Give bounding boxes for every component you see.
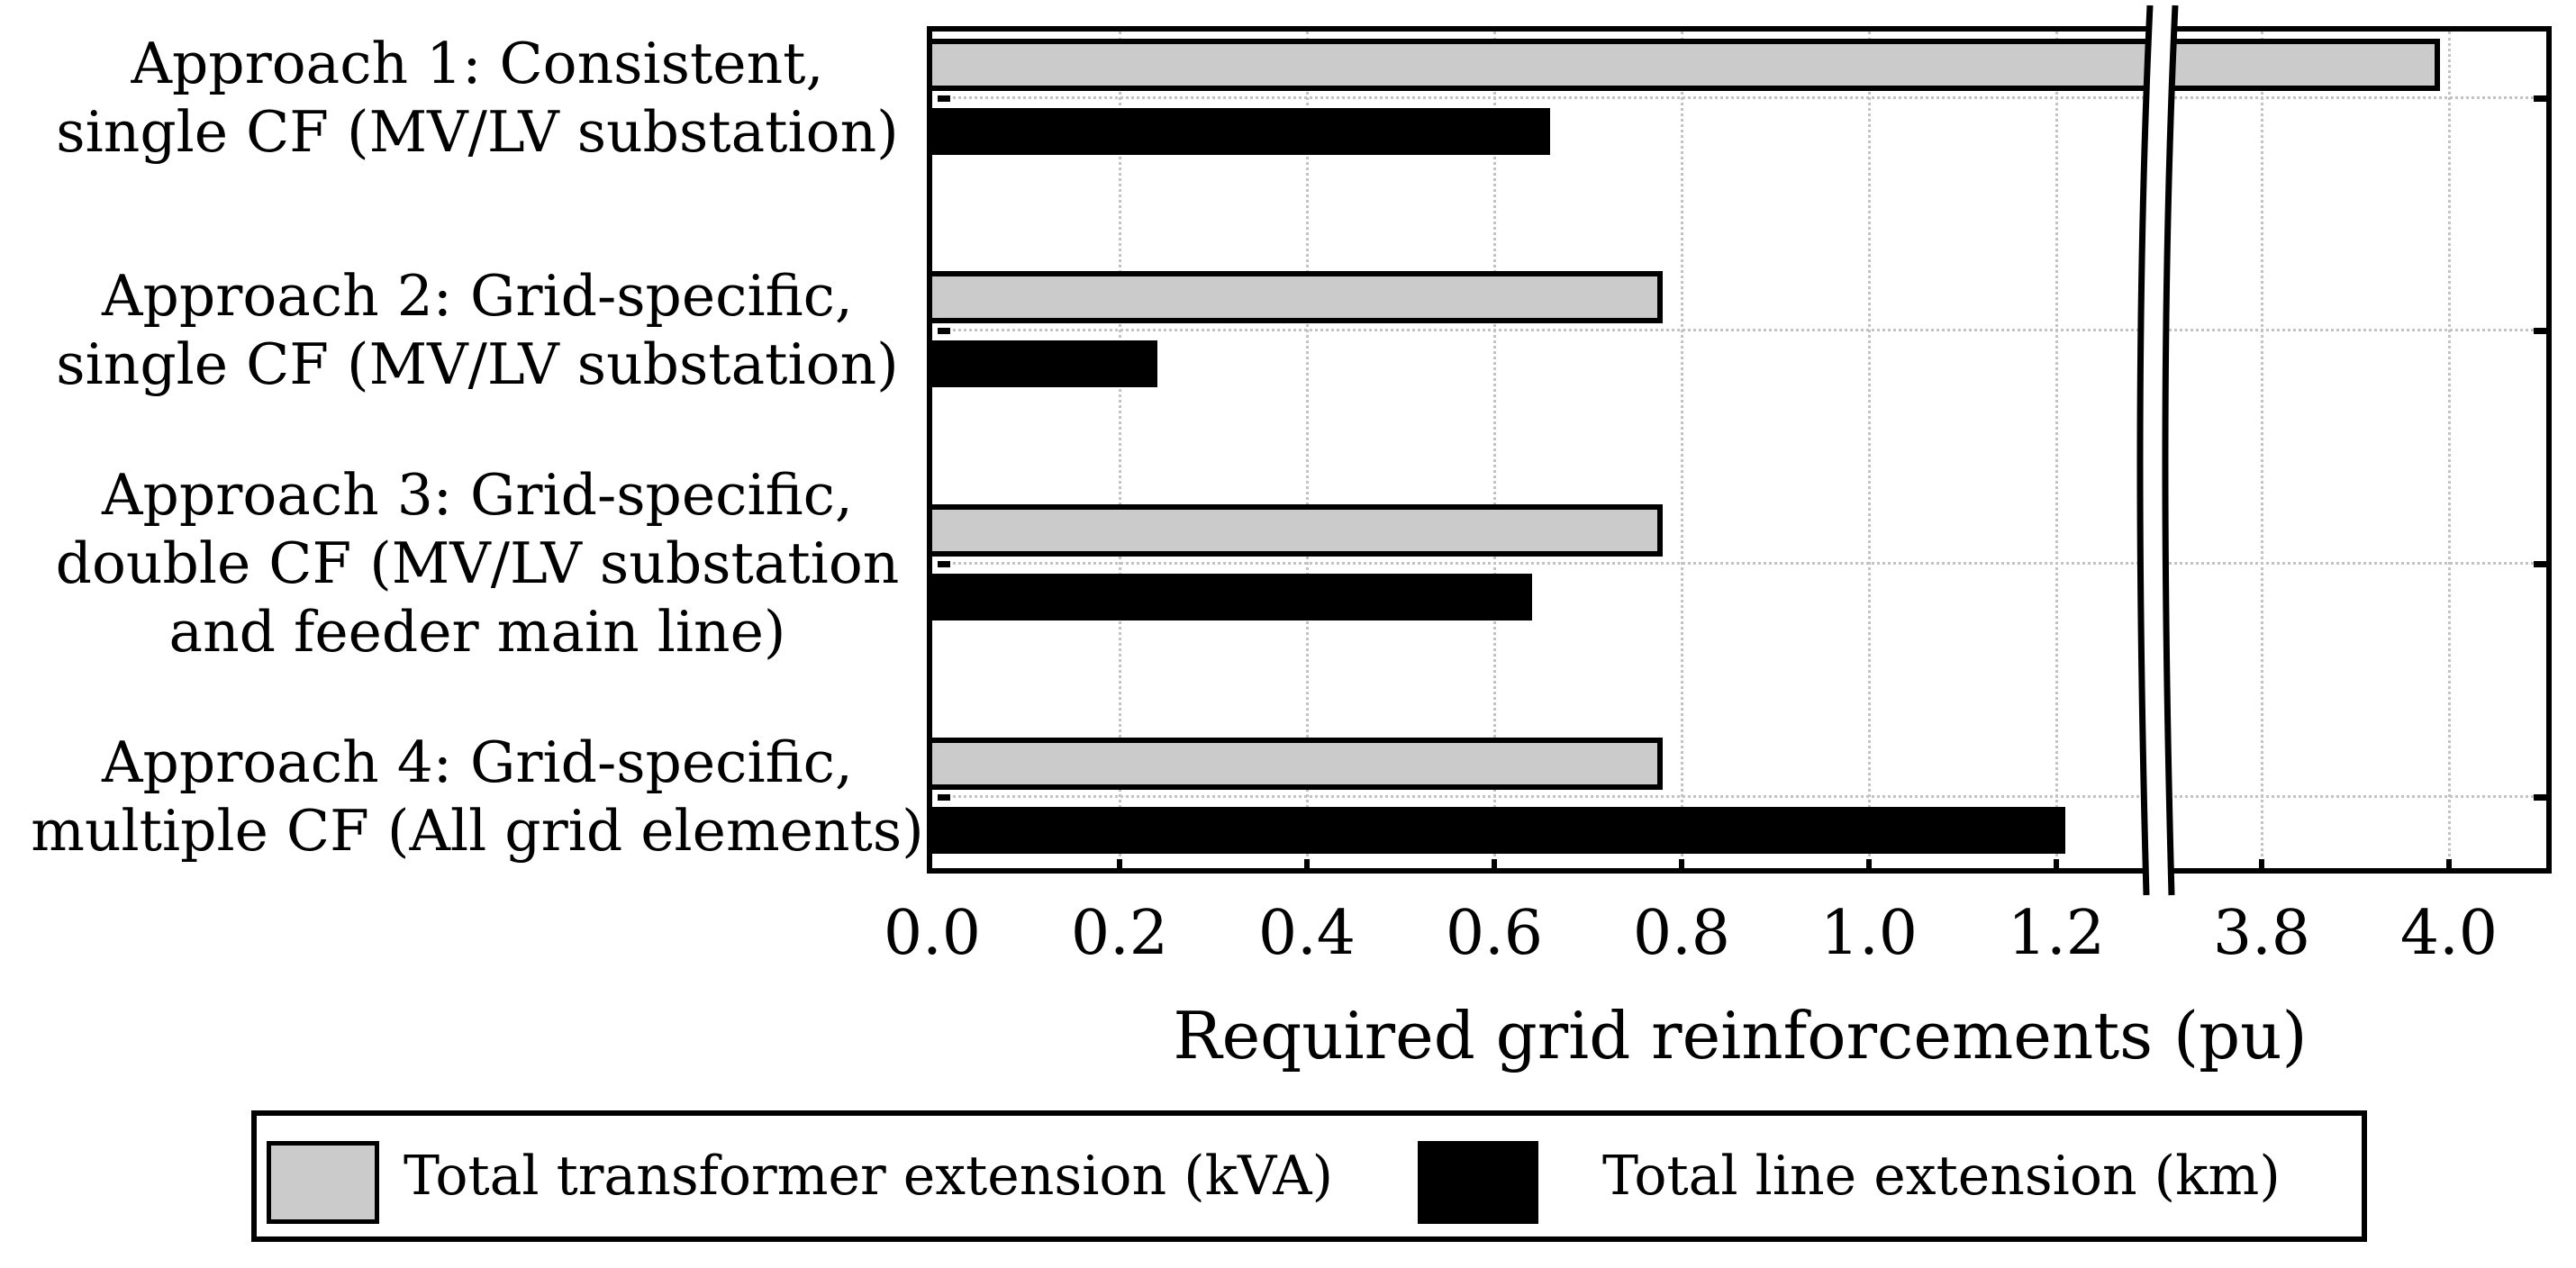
axis-break-right-line: [2162, 5, 2179, 896]
axis-break-left-line: [2136, 5, 2154, 896]
x-tick-label: 0.6: [1445, 898, 1544, 969]
x-tick-label: 0.0: [883, 898, 982, 969]
x-gridline: [1493, 32, 1496, 868]
bar-line-extension: [932, 807, 2066, 854]
x-axis-tick: [1679, 859, 1684, 868]
x-tick-label: 4.0: [2399, 898, 2499, 969]
category-label: Approach 2: Grid-specific, single CF (MV/…: [0, 262, 955, 399]
plot-area: [927, 26, 2552, 874]
legend-label-transformer: Total transformer extension (kVA): [404, 1145, 1333, 1208]
x-axis-tick: [2054, 859, 2059, 868]
x-gridline: [2055, 32, 2058, 868]
x-gridline: [2448, 32, 2451, 868]
category-label: Approach 3: Grid-specific, double CF (MV/…: [0, 461, 955, 666]
y-axis-tick-right: [2534, 561, 2546, 567]
y-gridline: [938, 795, 2544, 798]
x-tick-label: 0.2: [1070, 898, 1169, 969]
bar-line-extension: [932, 340, 1157, 387]
category-label: Approach 4: Grid-specific, multiple CF (A…: [0, 729, 955, 865]
category-label-line: double CF (MV/LV substation: [55, 530, 900, 596]
x-axis-tick: [2259, 859, 2264, 868]
x-gridline: [1119, 32, 1121, 868]
x-tick-label: 1.2: [2007, 898, 2106, 969]
category-label-line: multiple CF (All grid elements): [31, 798, 924, 864]
category-label-line: single CF (MV/LV substation): [56, 99, 899, 165]
y-axis-tick-left: [938, 561, 950, 567]
axis-break-mark: [2136, 5, 2179, 896]
x-tick-label: 3.8: [2212, 898, 2311, 969]
x-tick-label: 0.8: [1632, 898, 1731, 969]
category-label-line: and feeder main line): [168, 599, 786, 665]
legend-swatch-transformer: [267, 1141, 379, 1224]
x-tick-label: 0.4: [1257, 898, 1356, 969]
y-axis-tick-left: [938, 794, 950, 801]
x-gridline: [1868, 32, 1871, 868]
y-axis-tick-right: [2534, 794, 2546, 801]
bar-transformer-extension: [927, 504, 1664, 557]
y-gridline: [938, 96, 2544, 99]
bar-transformer-extension: [927, 271, 1664, 323]
x-axis-tick: [1304, 859, 1310, 868]
y-gridline: [938, 562, 2544, 565]
category-label-line: Approach 3: Grid-specific,: [102, 462, 853, 528]
y-gridline: [938, 329, 2544, 331]
category-label-line: Approach 2: Grid-specific,: [102, 263, 853, 329]
y-axis-tick-left: [938, 95, 950, 102]
x-tick-label: 1.0: [1819, 898, 1918, 969]
legend-swatch-line: [1418, 1141, 1538, 1224]
x-axis-tick: [1866, 859, 1872, 868]
x-axis-title: Required grid reinforcements (pu): [1173, 998, 2308, 1073]
y-axis-tick-right: [2534, 328, 2546, 334]
x-gridline: [1306, 32, 1309, 868]
y-axis-tick-left: [938, 328, 950, 334]
bar-line-extension: [932, 574, 1532, 620]
x-gridline: [2261, 32, 2263, 868]
category-label-line: Approach 4: Grid-specific,: [102, 729, 853, 795]
y-axis-tick-right: [2534, 95, 2546, 102]
bar-transformer-extension: [927, 39, 2440, 91]
category-label-line: Approach 1: Consistent,: [131, 31, 824, 96]
x-axis-tick: [1492, 859, 1497, 868]
category-label: Approach 1: Consistent, single CF (MV/LV …: [0, 30, 955, 167]
x-axis-tick: [1117, 859, 1122, 868]
x-axis-tick: [2446, 859, 2452, 868]
legend-label-line: Total line extension (km): [1602, 1145, 2281, 1208]
bar-line-extension: [932, 108, 1551, 155]
x-gridline: [1681, 32, 1683, 868]
category-label-line: single CF (MV/LV substation): [56, 331, 899, 397]
bar-transformer-extension: [927, 738, 1664, 790]
legend: [251, 1110, 2367, 1242]
